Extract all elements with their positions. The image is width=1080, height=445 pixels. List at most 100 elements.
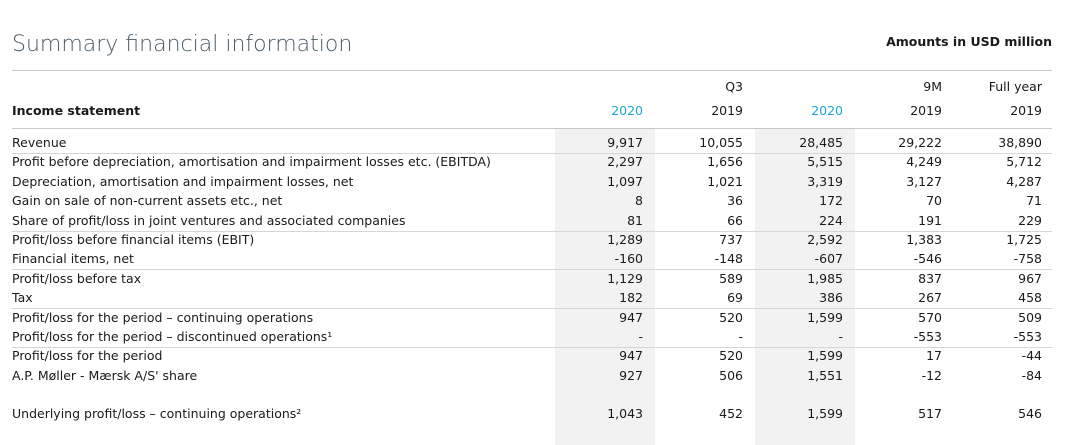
cell-value: - — [738, 329, 743, 344]
cell-value: 9,917 — [607, 135, 643, 150]
row-rule — [12, 230, 1052, 232]
year-header: 2019 — [910, 103, 942, 118]
cell-value: 8 — [635, 193, 643, 209]
row-rule — [12, 153, 1052, 154]
cell-value: - — [638, 329, 643, 344]
header-rule — [12, 128, 1052, 129]
cell-value: 1,599 — [807, 406, 843, 421]
row-label: Profit/loss for the period – continuing … — [12, 309, 314, 325]
cell-value: 2,592 — [807, 232, 843, 247]
row-label: Share of profit/loss in joint ventures a… — [12, 212, 406, 228]
cell-value: 1,289 — [607, 232, 643, 247]
group-header: Full year — [988, 79, 1042, 94]
row-label: Gain on sale of non-current assets etc.,… — [12, 193, 283, 209]
cell-value: 927 — [619, 367, 643, 383]
row-label: Tax — [12, 290, 33, 306]
column-shade — [755, 128, 855, 445]
cell-value: 36 — [727, 193, 743, 209]
row-label: Profit/loss for the period – discontinue… — [12, 329, 333, 344]
cell-value: 3,319 — [807, 173, 843, 189]
cell-value: -84 — [1021, 367, 1042, 383]
cell-value: 71 — [1026, 193, 1042, 209]
cell-value: -12 — [921, 367, 942, 383]
units-note: Amounts in USD million — [886, 34, 1052, 49]
cell-value: 947 — [619, 309, 643, 325]
cell-value: 570 — [918, 309, 942, 325]
cell-value: 737 — [719, 232, 743, 247]
title-rule — [12, 70, 1052, 71]
cell-value: 29,222 — [898, 135, 942, 150]
column-shade — [555, 128, 655, 445]
cell-value: 172 — [819, 193, 843, 209]
cell-value: - — [838, 329, 843, 344]
cell-value: 38,890 — [998, 135, 1042, 150]
section-label: Income statement — [12, 103, 141, 118]
cell-value: -546 — [913, 251, 942, 267]
cell-value: 506 — [719, 367, 743, 383]
cell-value: 267 — [918, 290, 942, 306]
cell-value: 509 — [1018, 309, 1042, 325]
cell-value: 66 — [727, 212, 743, 228]
row-label: A.P. Møller - Mærsk A/S' share — [12, 367, 198, 383]
cell-value: 17 — [926, 348, 942, 364]
cell-value: 4,287 — [1006, 173, 1042, 189]
cell-value: -553 — [913, 329, 942, 344]
cell-value: -758 — [1013, 251, 1042, 267]
cell-value: 1,599 — [807, 348, 843, 364]
year-header: 2019 — [711, 103, 743, 118]
row-label: Profit/loss for the period — [12, 348, 163, 364]
row-label: Profit before depreciation, amortisation… — [12, 154, 491, 170]
cell-value: 1,129 — [607, 270, 643, 286]
cell-value: 28,485 — [799, 135, 843, 150]
cell-value: 10,055 — [699, 135, 743, 150]
cell-value: 1,021 — [707, 173, 743, 189]
cell-value: -44 — [1021, 348, 1042, 364]
cell-value: 4,249 — [906, 154, 942, 170]
year-header: 2019 — [1010, 103, 1042, 118]
row-rule — [12, 269, 1052, 271]
cell-value: 70 — [926, 193, 942, 209]
year-header: 2020 — [811, 103, 843, 118]
cell-value: 3,127 — [906, 173, 942, 189]
cell-value: 5,712 — [1006, 154, 1042, 170]
cell-value: 452 — [719, 406, 743, 421]
cell-value: 182 — [619, 290, 643, 306]
cell-value: 837 — [918, 270, 942, 286]
cell-value: 1,985 — [807, 270, 843, 286]
cell-value: 229 — [1018, 212, 1042, 228]
cell-value: 1,383 — [906, 232, 942, 247]
cell-value: 967 — [1018, 270, 1042, 286]
cell-value: 1,043 — [607, 406, 643, 421]
cell-value: 1,599 — [807, 309, 843, 325]
cell-value: 386 — [819, 290, 843, 306]
row-rule — [12, 347, 1052, 348]
row-rule — [12, 308, 1052, 310]
group-header: 9M — [923, 79, 942, 94]
cell-value: 69 — [727, 290, 743, 306]
cell-value: 1,097 — [607, 173, 643, 189]
group-header: Q3 — [725, 79, 743, 94]
page-title: Summary financial information — [12, 32, 353, 57]
cell-value: 191 — [918, 212, 942, 228]
row-label: Profit/loss before financial items (EBIT… — [12, 232, 255, 247]
cell-value: 81 — [627, 212, 643, 228]
cell-value: 520 — [719, 348, 743, 364]
cell-value: 517 — [918, 406, 942, 421]
cell-value: 458 — [1018, 290, 1042, 306]
cell-value: -148 — [714, 251, 743, 267]
cell-value: 1,551 — [807, 367, 843, 383]
cell-value: 2,297 — [607, 154, 643, 170]
year-header: 2020 — [611, 103, 643, 118]
row-label: Underlying profit/loss – continuing oper… — [12, 406, 302, 421]
cell-value: -553 — [1013, 329, 1042, 344]
row-label: Depreciation, amortisation and impairmen… — [12, 173, 354, 189]
row-label: Financial items, net — [12, 251, 134, 267]
cell-value: 546 — [1018, 406, 1042, 421]
cell-value: 520 — [719, 309, 743, 325]
cell-value: -160 — [614, 251, 643, 267]
cell-value: 1,725 — [1006, 232, 1042, 247]
row-label: Profit/loss before tax — [12, 270, 142, 286]
cell-value: 1,656 — [707, 154, 743, 170]
cell-value: 5,515 — [807, 154, 843, 170]
